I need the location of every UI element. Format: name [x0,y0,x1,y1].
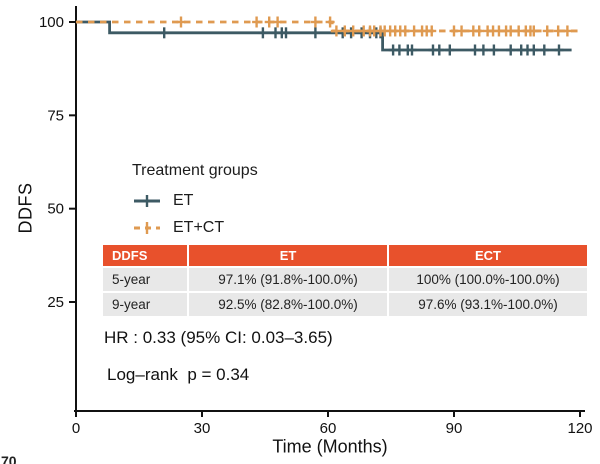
table-header-ect: ECT [389,245,587,266]
table-row-9year-label: 9-year [103,293,187,316]
legend: Treatment groups ET ET+CT [132,162,258,241]
etct-survival-curve [76,20,580,33]
x-tick-label: 120 [567,420,592,437]
table-cell-9year-ect: 97.6% (93.1%-100.0%) [389,293,587,316]
legend-item-etct: ET+CT [132,214,258,241]
y-tick-label: 75 [47,107,64,124]
x-tick-label: 30 [194,420,211,437]
et-line-marker-icon [134,194,160,207]
legend-title: Treatment groups [132,162,258,179]
y-tick-label: 25 [47,294,64,311]
table-row-5year-label: 5-year [103,268,187,291]
cropped-caption-fragment: 70 [1,454,17,464]
legend-label-et: ET [173,191,194,209]
table-header-et: ET [189,245,387,266]
table-cell-9year-et: 92.5% (82.8%-100.0%) [189,293,387,316]
x-tick-label: 90 [446,420,463,437]
survival-rate-table: DDFS ET ECT 5-year 97.1% (91.8%-100.0%) … [103,245,587,316]
y-axis-title: DDFS [15,182,36,234]
hazard-ratio-text: HR : 0.33 (95% CI: 0.03–3.65) [104,328,333,347]
table-cell-5year-ect: 100% (100.0%-100.0%) [389,268,587,291]
x-tick-label: 0 [72,420,80,437]
logrank-p-text: Log–rank p = 0.34 [107,365,250,384]
et-survival-curve [76,20,572,52]
legend-item-et: ET [132,187,258,214]
table-header-ddfs: DDFS [103,245,187,266]
table-cell-5year-et: 97.1% (91.8%-100.0%) [189,268,387,291]
y-tick-label: 50 [47,201,64,218]
y-tick-label: 100 [39,14,64,31]
etct-dashed-line-marker-icon [134,221,160,234]
x-tick-label: 60 [320,420,337,437]
legend-label-etct: ET+CT [173,218,225,236]
x-axis-title: Time (Months) [272,436,388,457]
